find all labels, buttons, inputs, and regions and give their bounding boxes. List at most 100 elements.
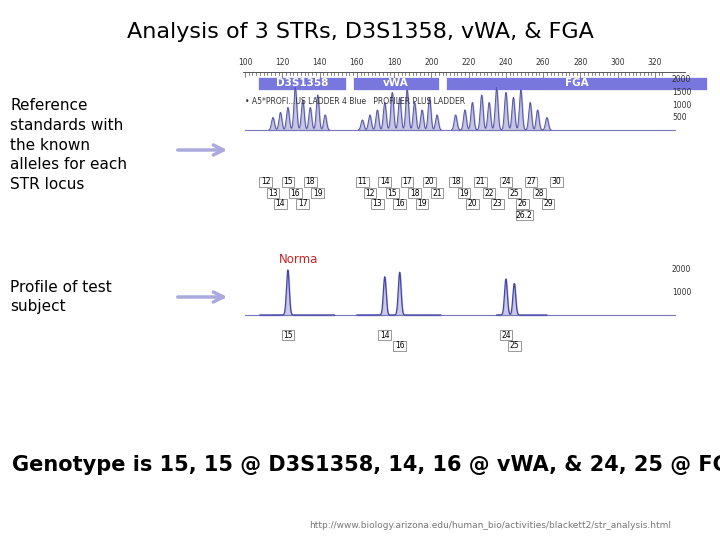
Text: 17: 17 — [402, 178, 412, 186]
Text: 18: 18 — [410, 188, 419, 198]
Text: Reference
standards with
the known
alleles for each
STR locus: Reference standards with the known allel… — [10, 98, 127, 192]
Text: 15: 15 — [387, 188, 397, 198]
Text: 21: 21 — [476, 178, 485, 186]
Text: 26: 26 — [518, 199, 528, 208]
FancyBboxPatch shape — [533, 188, 546, 198]
Text: vWA: vWA — [383, 78, 409, 89]
FancyBboxPatch shape — [311, 188, 324, 198]
FancyBboxPatch shape — [525, 177, 537, 187]
Text: 2000: 2000 — [672, 266, 691, 274]
FancyBboxPatch shape — [266, 188, 279, 198]
Text: 12: 12 — [261, 178, 270, 186]
Bar — [353, 77, 438, 90]
Text: 260: 260 — [536, 58, 550, 67]
FancyBboxPatch shape — [500, 177, 512, 187]
Text: 160: 160 — [350, 58, 364, 67]
FancyBboxPatch shape — [371, 199, 384, 210]
Text: 28: 28 — [535, 188, 544, 198]
Text: 280: 280 — [573, 58, 588, 67]
Text: 24: 24 — [501, 178, 510, 186]
Text: http://www.biology.arizona.edu/human_bio/activities/blackett2/str_analysis.html: http://www.biology.arizona.edu/human_bio… — [309, 521, 671, 530]
Text: 25: 25 — [510, 341, 519, 350]
FancyBboxPatch shape — [491, 199, 504, 210]
FancyBboxPatch shape — [423, 177, 436, 187]
Text: 15: 15 — [283, 178, 292, 186]
Text: 20: 20 — [425, 178, 434, 186]
FancyBboxPatch shape — [415, 199, 428, 210]
Bar — [446, 77, 707, 90]
Text: 1000: 1000 — [672, 288, 691, 297]
Text: 120: 120 — [275, 58, 289, 67]
Text: 1500: 1500 — [672, 88, 691, 97]
Text: 320: 320 — [648, 58, 662, 67]
FancyBboxPatch shape — [401, 177, 413, 187]
Text: 240: 240 — [499, 58, 513, 67]
FancyBboxPatch shape — [386, 188, 399, 198]
Text: 12: 12 — [365, 188, 374, 198]
Text: 14: 14 — [380, 330, 390, 340]
Text: 16: 16 — [290, 188, 300, 198]
Text: 16: 16 — [395, 341, 405, 350]
Text: 20: 20 — [467, 199, 477, 208]
FancyBboxPatch shape — [282, 330, 294, 340]
Text: Profile of test
subject: Profile of test subject — [10, 280, 112, 314]
Text: Genotype is 15, 15 @ D3S1358, 14, 16 @ vWA, & 24, 25 @ FGA: Genotype is 15, 15 @ D3S1358, 14, 16 @ v… — [12, 455, 720, 475]
Text: 29: 29 — [543, 199, 553, 208]
FancyBboxPatch shape — [483, 188, 495, 198]
Text: 22: 22 — [485, 188, 494, 198]
Text: Analysis of 3 STRs, D3S1358, vWA, & FGA: Analysis of 3 STRs, D3S1358, vWA, & FGA — [127, 22, 593, 42]
Text: 18: 18 — [451, 178, 460, 186]
Text: 19: 19 — [417, 199, 427, 208]
Text: 11: 11 — [358, 178, 367, 186]
FancyBboxPatch shape — [379, 177, 391, 187]
FancyBboxPatch shape — [304, 177, 317, 187]
Text: 15: 15 — [283, 330, 292, 340]
Text: 14: 14 — [380, 178, 390, 186]
FancyBboxPatch shape — [297, 199, 309, 210]
Text: 26.2: 26.2 — [516, 211, 533, 219]
Text: • A5*PROFI...US LADDER 4 Blue   PROFILER PLUS LADDER: • A5*PROFI...US LADDER 4 Blue PROFILER P… — [245, 98, 465, 106]
Text: 19: 19 — [459, 188, 469, 198]
FancyBboxPatch shape — [474, 177, 487, 187]
Text: 100: 100 — [238, 58, 252, 67]
FancyBboxPatch shape — [393, 341, 406, 352]
Text: 19: 19 — [313, 188, 323, 198]
FancyBboxPatch shape — [379, 330, 391, 340]
Text: 220: 220 — [462, 58, 476, 67]
FancyBboxPatch shape — [449, 177, 462, 187]
FancyBboxPatch shape — [466, 199, 479, 210]
Text: 2000: 2000 — [672, 76, 691, 84]
FancyBboxPatch shape — [289, 188, 302, 198]
Text: 24: 24 — [501, 330, 510, 340]
Text: 25: 25 — [510, 188, 519, 198]
Text: 500: 500 — [672, 113, 687, 122]
FancyBboxPatch shape — [408, 188, 421, 198]
Text: 16: 16 — [395, 199, 405, 208]
Text: Norma: Norma — [279, 253, 318, 266]
FancyBboxPatch shape — [282, 177, 294, 187]
FancyBboxPatch shape — [393, 199, 406, 210]
Text: 21: 21 — [432, 188, 441, 198]
FancyBboxPatch shape — [431, 188, 444, 198]
FancyBboxPatch shape — [364, 188, 376, 198]
FancyBboxPatch shape — [500, 330, 512, 340]
Text: 13: 13 — [372, 199, 382, 208]
Text: D3S1358: D3S1358 — [276, 78, 328, 89]
FancyBboxPatch shape — [356, 177, 369, 187]
Text: 17: 17 — [298, 199, 307, 208]
Text: 300: 300 — [611, 58, 625, 67]
Text: 23: 23 — [492, 199, 503, 208]
FancyBboxPatch shape — [541, 199, 554, 210]
Text: 140: 140 — [312, 58, 327, 67]
Text: 200: 200 — [424, 58, 438, 67]
Bar — [258, 77, 346, 90]
FancyBboxPatch shape — [508, 341, 521, 352]
Text: 1000: 1000 — [672, 100, 691, 110]
FancyBboxPatch shape — [458, 188, 470, 198]
Text: 18: 18 — [305, 178, 315, 186]
Text: 13: 13 — [268, 188, 278, 198]
Text: 180: 180 — [387, 58, 401, 67]
Text: FGA: FGA — [565, 78, 588, 89]
Text: 14: 14 — [276, 199, 285, 208]
FancyBboxPatch shape — [274, 199, 287, 210]
